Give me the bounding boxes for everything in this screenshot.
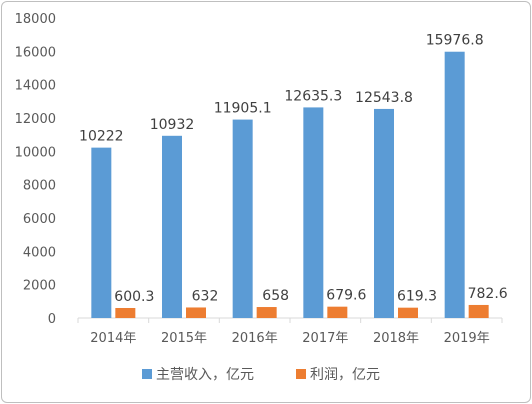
y-axis-ticks: 0 2000 4000 6000 8000 10000 12000 14000 16000 180… <box>15 12 56 327</box>
y-tick-label: 16000 <box>15 45 56 60</box>
x-tick-label: 2019年 <box>444 331 490 346</box>
y-tick-label: 2000 <box>23 279 56 294</box>
bars <box>91 51 489 318</box>
y-tick-label: 18000 <box>15 12 56 27</box>
revenue-data-label: 12635.3 <box>284 88 342 104</box>
revenue-bar <box>232 119 253 318</box>
profit-data-label: 782.6 <box>468 286 508 302</box>
profit-data-label: 632 <box>192 288 219 304</box>
x-tick-label: 2015年 <box>161 331 207 346</box>
y-tick-label: 14000 <box>15 79 56 94</box>
revenue-bar <box>91 147 112 318</box>
profit-data-label: 679.6 <box>326 288 366 304</box>
legend-swatch <box>142 369 152 379</box>
data-labels: 10222 10932 11905.1 12635.3 12543.8 15976.8 60… <box>79 33 508 305</box>
y-tick-label: 6000 <box>23 212 56 227</box>
revenue-data-label: 12543.8 <box>355 90 413 106</box>
y-tick-label: 10000 <box>15 145 56 160</box>
profit-data-label: 658 <box>262 288 289 304</box>
x-tick-label: 2018年 <box>373 331 419 346</box>
revenue-data-label: 10932 <box>150 117 195 133</box>
x-tick-label: 2016年 <box>232 331 278 346</box>
x-tick-label: 2017年 <box>302 331 348 346</box>
x-axis-ticks: 2014年 2015年 2016年 2017年 2018年 2019年 <box>77 318 503 346</box>
legend-label: 利润，亿元 <box>310 367 380 383</box>
legend-label: 主营收入，亿元 <box>156 367 254 383</box>
profit-bar <box>256 307 277 318</box>
y-tick-label: 8000 <box>23 179 56 194</box>
legend-swatch <box>296 369 306 379</box>
profit-bar <box>186 307 206 318</box>
y-tick-label: 12000 <box>15 112 56 127</box>
revenue-bar <box>303 107 324 318</box>
profit-data-label: 600.3 <box>114 289 154 305</box>
profit-bar <box>327 306 348 318</box>
profit-bar <box>115 307 136 318</box>
y-tick-label: 0 <box>48 312 56 327</box>
profit-bar <box>398 307 418 318</box>
revenue-data-label: 15976.8 <box>426 33 484 49</box>
revenue-data-label: 11905.1 <box>214 101 272 117</box>
x-tick-label: 2014年 <box>90 331 136 346</box>
revenue-bar <box>444 51 465 318</box>
revenue-data-label: 10222 <box>79 129 124 145</box>
revenue-bar <box>374 108 394 318</box>
legend: 主营收入，亿元 利润，亿元 <box>142 367 380 383</box>
revenue-bar <box>162 135 182 318</box>
y-tick-label: 4000 <box>23 245 56 260</box>
profit-bar <box>468 304 489 318</box>
profit-data-label: 619.3 <box>397 289 437 305</box>
